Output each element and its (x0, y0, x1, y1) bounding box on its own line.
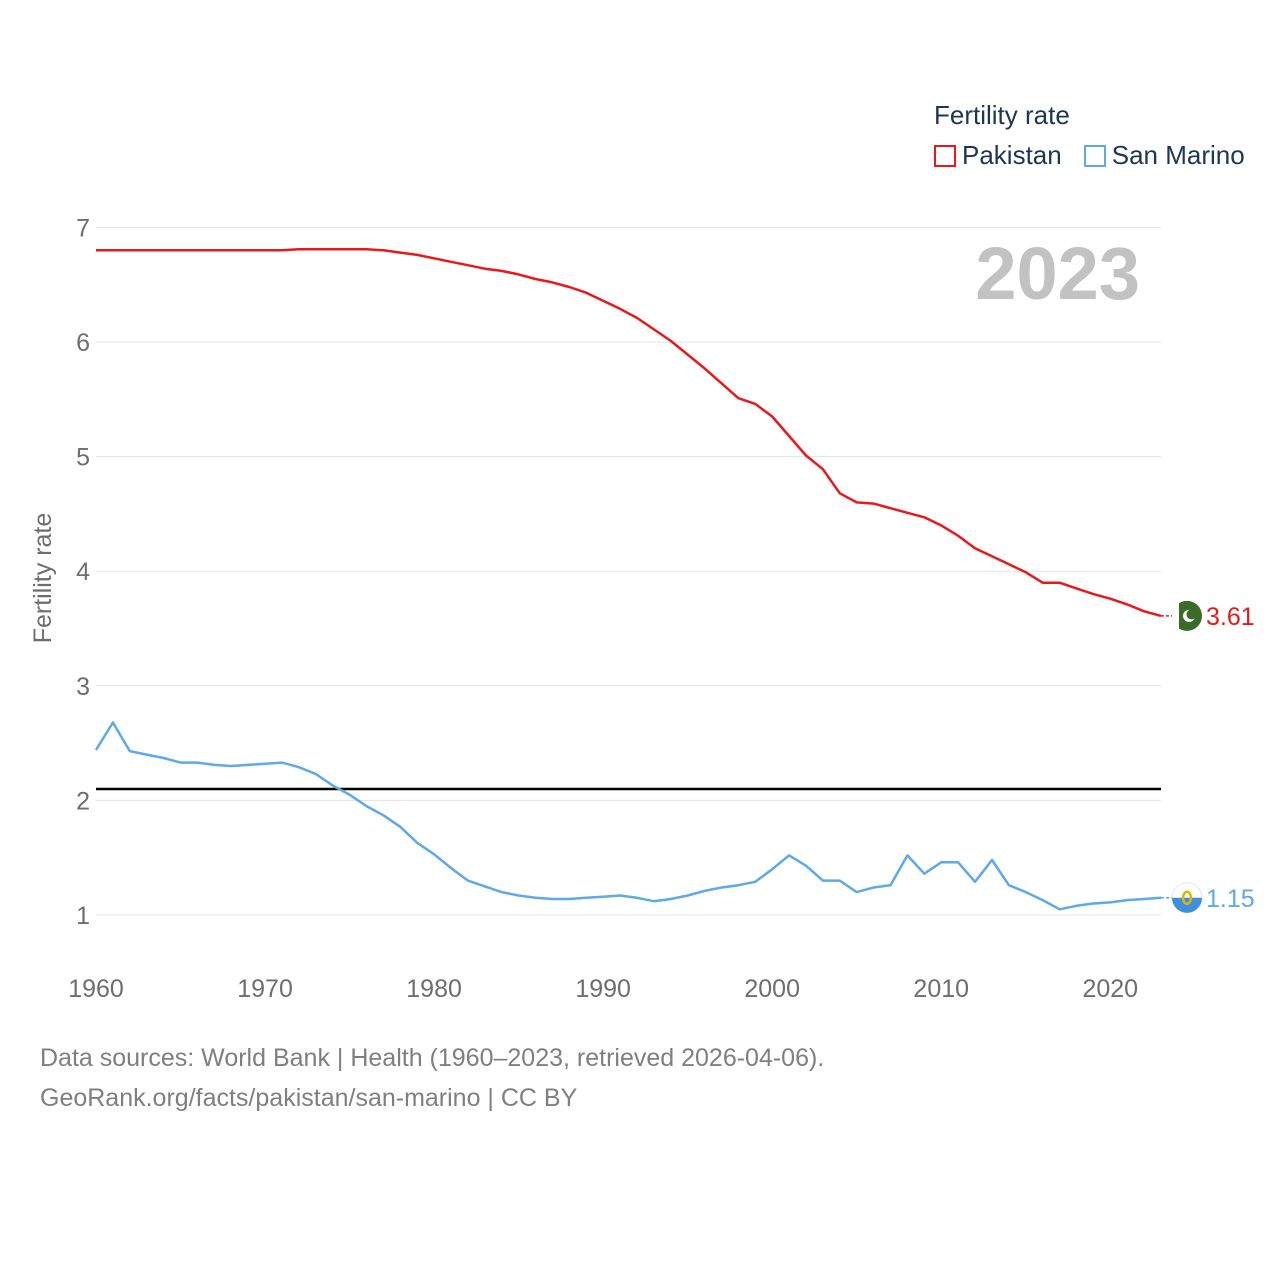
san-marino-flag-lower (1172, 897, 1202, 913)
legend-swatch-pakistan (934, 144, 956, 167)
x-tick-label-2020: 2020 (1082, 975, 1138, 1003)
series-line-san-marino (94, 721, 1162, 911)
legend-swatch-san-marino (1083, 144, 1106, 167)
pakistan-flag-crescent-inner (1186, 609, 1197, 620)
legend-label-san-marino: San Marino (1111, 140, 1245, 170)
y-tick-label-6: 6 (76, 329, 90, 357)
x-tick-label-1990: 1990 (575, 975, 631, 1003)
legend: Pakistan San Marino (934, 140, 1259, 171)
year-label: 2023 (975, 232, 1140, 315)
series-line-pakistan (96, 247, 1162, 618)
end-label-pakistan: 3.61 (1206, 603, 1255, 631)
legend-item-san-marino[interactable]: San Marino (1083, 140, 1245, 171)
pakistan-flag-stripe (1172, 600, 1179, 631)
y-tick-label-1: 1 (76, 902, 90, 930)
footer-sources: Data sources: World Bank | Health (1960–… (40, 1044, 825, 1072)
legend-item-pakistan[interactable]: Pakistan (934, 140, 1062, 171)
y-tick-label-2: 2 (76, 787, 90, 815)
y-tick-label-4: 4 (76, 558, 90, 586)
x-tick-label-2010: 2010 (913, 975, 969, 1003)
end-label-san-marino: 1.15 (1206, 885, 1255, 913)
legend-title: Fertility rate (934, 100, 1070, 130)
san-marino-flag-emblem (1181, 890, 1193, 906)
x-tick-label-2000: 2000 (744, 975, 800, 1003)
y-tick-label-5: 5 (76, 444, 90, 472)
y-tick-label-3: 3 (76, 673, 90, 701)
legend-label-pakistan: Pakistan (962, 140, 1062, 170)
footer-attribution[interactable]: GeoRank.org/facts/pakistan/san-marino | … (40, 1084, 578, 1112)
x-tick-label-1970: 1970 (237, 975, 293, 1003)
x-tick-label-1980: 1980 (406, 975, 462, 1003)
y-axis-title: Fertility rate (29, 513, 57, 644)
y-tick-label-7: 7 (76, 214, 90, 242)
x-tick-label-1960: 1960 (68, 975, 124, 1003)
